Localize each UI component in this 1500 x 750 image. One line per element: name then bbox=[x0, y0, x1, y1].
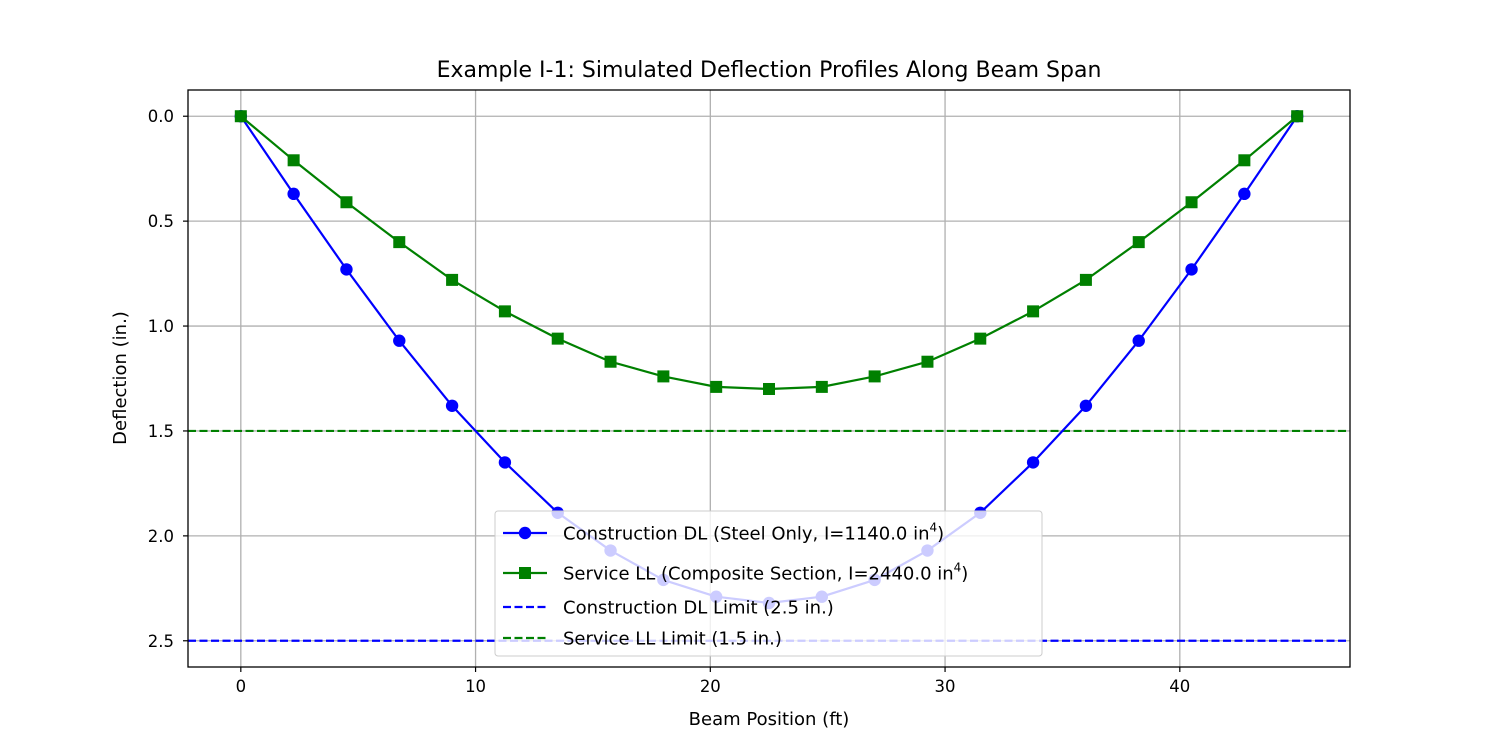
y-tick-label-4: 2.0 bbox=[148, 527, 174, 546]
series-1-point-10 bbox=[763, 382, 775, 395]
series-1-point-0 bbox=[234, 110, 247, 123]
legend-marker-square-1 bbox=[519, 567, 531, 579]
series-0-point-17 bbox=[1132, 334, 1145, 347]
series-0-point-4 bbox=[445, 399, 459, 412]
series-1-point-9 bbox=[710, 380, 723, 393]
legend-box bbox=[494, 510, 1043, 657]
series-1-point-4 bbox=[446, 273, 459, 286]
legend: Construction DL (Steel Only, I=1140.0 in… bbox=[494, 510, 1043, 657]
series-1-point-17 bbox=[1132, 236, 1145, 249]
series-1-point-8 bbox=[657, 370, 670, 383]
series-1-point-1 bbox=[287, 154, 300, 167]
series-1-point-3 bbox=[393, 236, 406, 249]
y-axis-title: Deflection (in.) bbox=[110, 311, 131, 445]
x-tick-label-1: 10 bbox=[465, 677, 486, 696]
series-line-1 bbox=[240, 115, 1298, 391]
series-1-point-15 bbox=[1027, 305, 1040, 318]
legend-label-limit-0: Construction DL Limit (2.5 in.) bbox=[563, 598, 834, 619]
legend-label-0: Construction DL (Steel Only, I=1140.0 in… bbox=[563, 521, 944, 545]
y-tick-label-0: 0.0 bbox=[148, 107, 174, 126]
series-0-point-3 bbox=[393, 334, 406, 347]
y-axis-ticks: 0.0 0.5 1.0 1.5 2.0 2.5 bbox=[148, 107, 188, 651]
series-0-point-5 bbox=[498, 456, 512, 469]
series-0-point-16 bbox=[1079, 399, 1093, 412]
x-tick-label-0: 0 bbox=[236, 677, 247, 696]
x-tick-label-2: 20 bbox=[700, 677, 721, 696]
x-axis-ticks: 0 10 20 30 40 bbox=[236, 667, 1190, 696]
series-1-point-12 bbox=[868, 370, 881, 383]
series-1-point-16 bbox=[1079, 273, 1092, 286]
series-0-point-15 bbox=[1026, 456, 1040, 469]
x-tick-label-4: 40 bbox=[1169, 677, 1190, 696]
series-1-point-14 bbox=[974, 332, 987, 345]
series-0-point-18 bbox=[1185, 263, 1198, 276]
series-0-point-19 bbox=[1238, 187, 1251, 201]
series-1-point-11 bbox=[815, 380, 828, 393]
series-1-point-7 bbox=[604, 355, 617, 368]
legend-label-limit-1: Service LL Limit (1.5 in.) bbox=[563, 629, 782, 650]
x-tick-label-3: 30 bbox=[935, 677, 956, 696]
x-axis-title: Beam Position (ft) bbox=[689, 709, 850, 730]
y-tick-label-5: 2.5 bbox=[148, 632, 174, 651]
legend-label-1: Service LL (Composite Section, I=2440.0 … bbox=[563, 561, 968, 585]
series-1-point-5 bbox=[498, 305, 511, 318]
y-tick-label-1: 0.5 bbox=[148, 212, 174, 231]
series-0-point-1 bbox=[287, 187, 300, 201]
series-1-point-18 bbox=[1185, 196, 1198, 209]
series-1-point-2 bbox=[340, 196, 353, 209]
y-tick-label-3: 1.5 bbox=[148, 422, 174, 441]
series-0-point-2 bbox=[340, 263, 353, 276]
y-tick-label-2: 1.0 bbox=[148, 317, 174, 336]
series-1-point-19 bbox=[1238, 154, 1251, 167]
legend-marker-circle-0 bbox=[518, 526, 532, 540]
plot-area-frame bbox=[187, 89, 1351, 668]
series-1-point-13 bbox=[921, 355, 934, 368]
series-1-point-6 bbox=[551, 332, 564, 345]
chart-title: Example I-1: Simulated Deflection Profil… bbox=[437, 58, 1102, 83]
series-1-point-20 bbox=[1291, 110, 1304, 123]
